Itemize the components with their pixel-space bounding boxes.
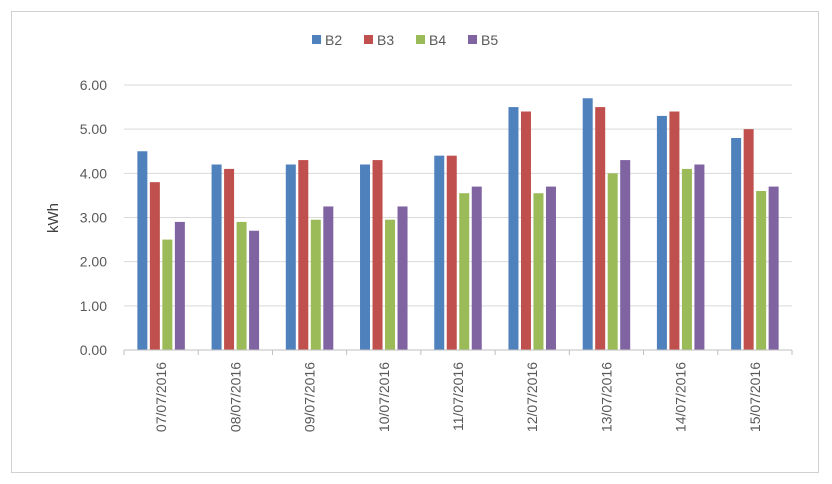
x-tick-label: 07/07/2016 (153, 362, 169, 432)
x-tick-label: 11/07/2016 (450, 362, 466, 431)
bar-b4 (681, 168, 692, 350)
bar-b2 (360, 164, 371, 350)
bar-b2 (582, 98, 593, 350)
bar-b3 (669, 111, 680, 350)
y-tick-label: 6.00 (80, 77, 107, 93)
bar-b2 (211, 164, 222, 350)
bar-b2 (656, 115, 667, 351)
bar-b3 (520, 111, 531, 350)
bar-b3 (743, 129, 754, 350)
bar-b3 (372, 160, 383, 350)
bar-b3 (446, 155, 457, 350)
bar-b5 (323, 206, 334, 350)
y-tick-label: 4.00 (80, 165, 107, 181)
bar-b5 (174, 221, 185, 350)
bar-b4 (162, 239, 173, 350)
bar-b5 (620, 160, 631, 350)
bar-b3 (595, 107, 606, 350)
bar-b2 (434, 155, 445, 350)
bar-b3 (149, 182, 160, 350)
bar-b2 (508, 107, 519, 350)
x-tick-label: 14/07/2016 (673, 362, 689, 432)
x-tick-label: 10/07/2016 (376, 362, 392, 432)
y-tick-label: 5.00 (80, 121, 107, 137)
legend-swatch-b2 (312, 35, 321, 44)
x-tick-label: 15/07/2016 (747, 362, 763, 432)
legend-swatch-b3 (364, 35, 373, 44)
legend-label-b2: B2 (325, 32, 342, 48)
bar-b2 (285, 164, 296, 350)
x-tick-label: 08/07/2016 (227, 362, 243, 432)
bar-b4 (756, 191, 767, 350)
bar-b4 (236, 221, 247, 350)
y-tick-label: 1.00 (80, 298, 107, 314)
bar-b3 (298, 160, 309, 350)
legend-label-b5: B5 (481, 32, 498, 48)
legend: B2 B3 B4 B5 (312, 32, 498, 48)
bar-b5 (249, 230, 260, 350)
axes: 0.00 1.00 2.00 3.00 4.00 5.00 6.00 07/07/2016 08… (80, 77, 793, 432)
y-tick-label: 3.00 (80, 210, 107, 226)
legend-swatch-b5 (468, 35, 477, 44)
bar-b2 (137, 151, 148, 350)
gridlines (124, 84, 792, 307)
bar-b5 (397, 206, 408, 350)
x-tick-label: 13/07/2016 (598, 362, 614, 432)
x-tick-label: 09/07/2016 (302, 362, 318, 432)
bar-b5 (694, 164, 705, 350)
legend-swatch-b4 (416, 35, 425, 44)
bars (137, 98, 779, 351)
bar-b5 (545, 186, 556, 350)
x-tick-label: 12/07/2016 (524, 362, 540, 432)
y-axis-title: kWh (45, 203, 62, 233)
legend-label-b4: B4 (429, 32, 446, 48)
bar-b2 (731, 138, 742, 350)
bar-b4 (607, 173, 618, 350)
bar-b4 (385, 219, 396, 350)
bar-b3 (224, 168, 235, 350)
y-tick-label: 2.00 (80, 254, 107, 270)
bar-b4 (459, 193, 470, 350)
bar-b4 (533, 193, 544, 350)
bar-b4 (310, 219, 321, 350)
bar-b5 (768, 186, 779, 350)
y-tick-label: 0.00 (80, 342, 107, 358)
bar-b5 (471, 186, 482, 350)
legend-label-b3: B3 (377, 32, 394, 48)
